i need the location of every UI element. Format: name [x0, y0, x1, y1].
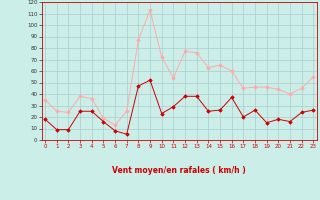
X-axis label: Vent moyen/en rafales ( km/h ): Vent moyen/en rafales ( km/h ) [112, 166, 246, 175]
